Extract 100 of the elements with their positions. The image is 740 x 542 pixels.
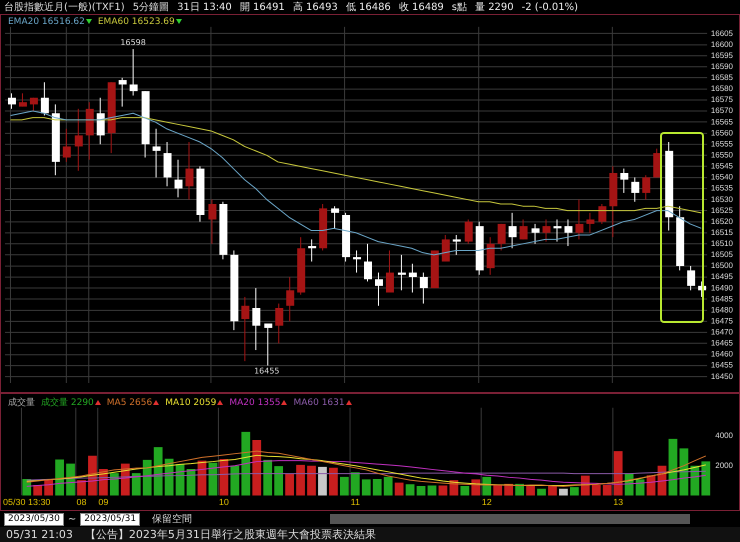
x-tick-label: 05/30 13:30 [3, 497, 50, 508]
candlestick [74, 108, 83, 172]
bar [186, 468, 196, 496]
bar [340, 476, 349, 496]
candlestick [464, 218, 473, 244]
bar [701, 461, 710, 496]
candlestick [331, 206, 340, 229]
x-tick-label: 13 [613, 497, 624, 508]
candlestick [364, 243, 372, 282]
bar [55, 459, 64, 496]
candlestick [452, 234, 461, 256]
bar [394, 482, 404, 496]
candlestick [96, 97, 105, 145]
bar [636, 479, 644, 496]
candlestick [186, 142, 194, 200]
candlestick [286, 276, 294, 322]
candlestick [386, 250, 394, 294]
text: -2 (-0.01%) [522, 2, 578, 13]
text: 31日 13:40 [177, 2, 232, 13]
bar [668, 438, 678, 496]
text: MA60 1631 [293, 398, 345, 408]
bar [154, 447, 163, 496]
candlestick [252, 288, 260, 351]
bar [329, 468, 338, 496]
text: 量 2290 [475, 2, 514, 13]
bar [406, 484, 414, 496]
candlestick [308, 238, 316, 262]
text: MA10 2059 [165, 398, 216, 408]
bar [252, 440, 262, 496]
text: 05/31 21:03 [6, 528, 73, 541]
bar [132, 473, 141, 496]
bar [614, 451, 623, 496]
x-tick-label: 11 [350, 497, 360, 508]
candlestick [554, 218, 562, 242]
bar [198, 460, 206, 496]
x-tick-label: 08 [76, 497, 87, 508]
candlestick [118, 77, 127, 108]
bar [372, 478, 382, 496]
text: ~ [68, 514, 76, 524]
candlestick [420, 272, 428, 304]
candlestick [586, 212, 594, 234]
text: MA5 2656 [106, 398, 152, 408]
candlestick [62, 128, 71, 162]
bar [263, 460, 272, 496]
candlestick [18, 92, 27, 108]
bar [274, 466, 284, 496]
bar [416, 486, 426, 496]
candlestick [642, 174, 650, 200]
candlestick [542, 218, 551, 242]
text: 成交量 2290 [41, 398, 94, 408]
candlestick [408, 263, 417, 294]
bar [285, 474, 294, 496]
candlestick [241, 296, 250, 362]
bar [460, 486, 470, 496]
bar [548, 485, 557, 496]
text: MA20 1355 [229, 398, 280, 408]
chart-title: 台股指數近月(一般)(TXF1) [4, 2, 125, 13]
candlestick [353, 250, 362, 274]
candlestick [564, 218, 572, 247]
bar [646, 475, 656, 496]
x-tick-label: 09 [98, 497, 108, 508]
bar [307, 466, 316, 496]
bar [493, 485, 502, 496]
text: 【公告】2023年5月31日舉行之股東週年大會投票表決結果 [84, 528, 376, 541]
bar [515, 484, 524, 496]
text: 開 16491 [240, 2, 285, 13]
bar [537, 488, 546, 496]
bar [230, 466, 240, 496]
bar [77, 480, 86, 496]
candlestick [174, 159, 183, 198]
bar [680, 448, 688, 496]
bar [592, 484, 601, 496]
candlestick [532, 223, 540, 244]
candlestick [152, 128, 161, 178]
candlestick [520, 218, 528, 240]
bar [428, 485, 436, 496]
text: 保留空間 [152, 512, 192, 526]
x-tick-label: 10 [218, 497, 229, 508]
bar [66, 464, 75, 496]
candlestick [575, 199, 584, 240]
bar [526, 485, 535, 496]
text: EMA60 16523.69 [98, 17, 175, 27]
bar [296, 464, 305, 496]
candlestick [30, 97, 38, 112]
x-tick-label: 12 [482, 497, 492, 508]
bar [176, 464, 184, 496]
bar [208, 462, 218, 496]
bar [350, 472, 360, 496]
candlestick [264, 322, 272, 366]
candlestick [275, 303, 284, 344]
y-axis-title: 成交量 [8, 398, 35, 408]
bar [241, 432, 250, 496]
candlestick [508, 212, 517, 249]
candlestick [374, 272, 383, 306]
chart-subtitle: 5分鐘圖 [132, 2, 170, 13]
text: 2023/05/31 [80, 512, 140, 526]
candlestick [620, 168, 628, 194]
candlestick [40, 82, 49, 116]
text: s點 [452, 2, 468, 13]
text: 高 16493 [292, 2, 338, 13]
